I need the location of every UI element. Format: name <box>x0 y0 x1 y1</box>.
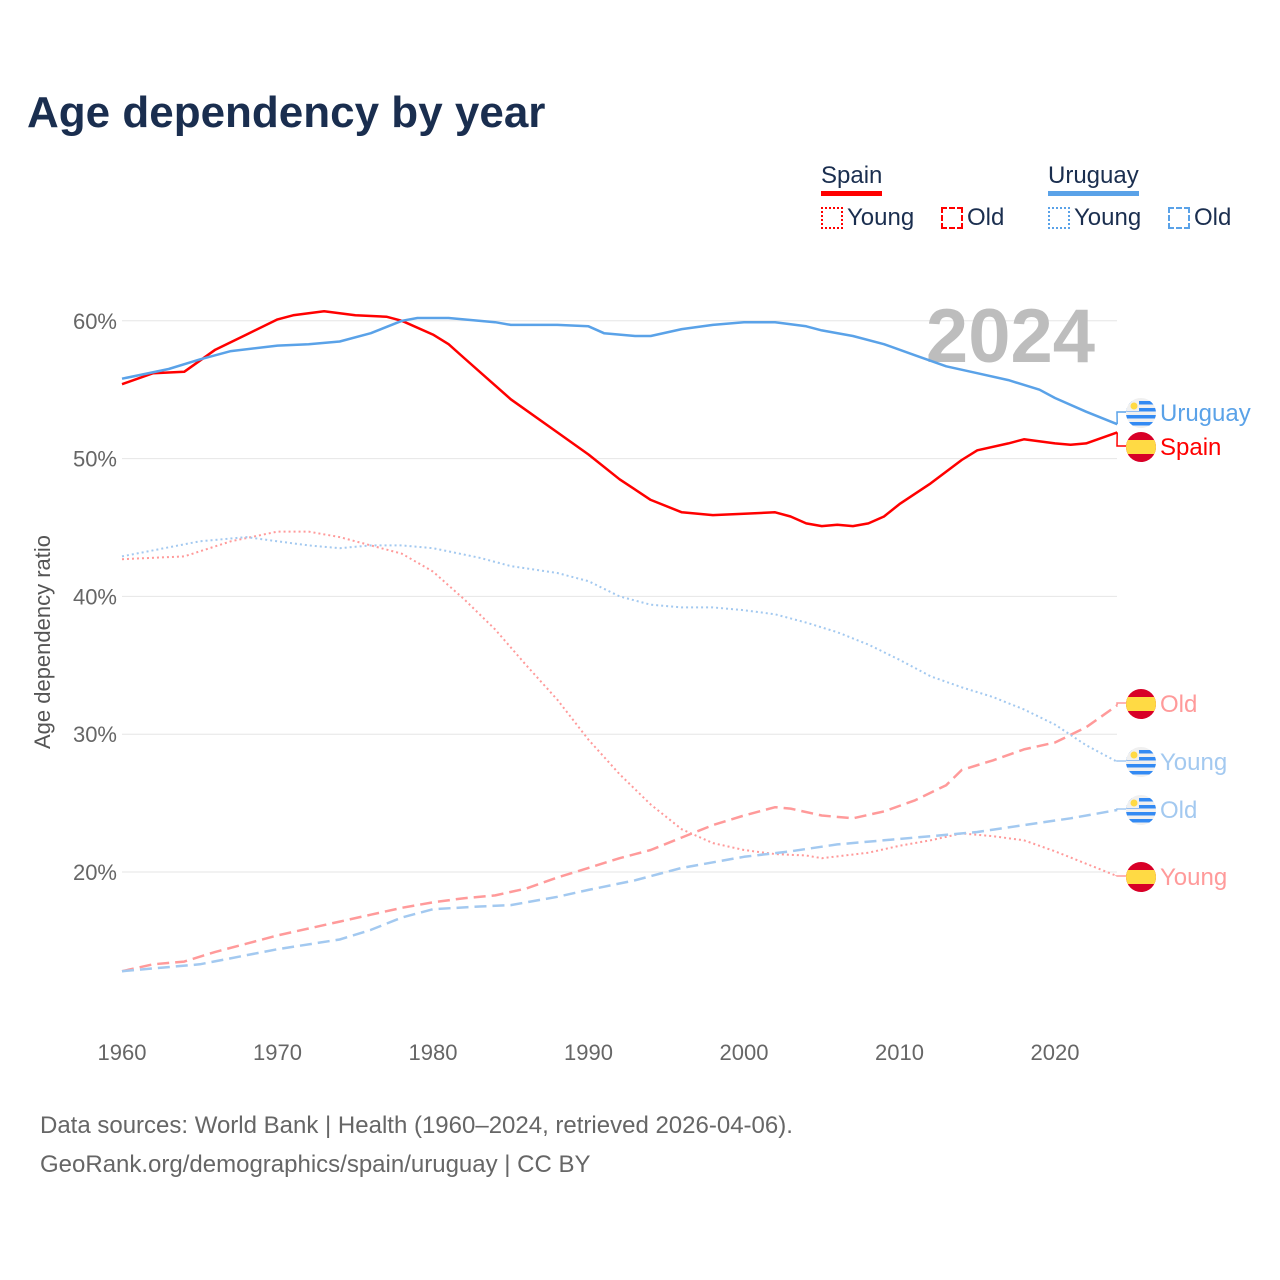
legend-uruguay-swatch <box>1048 191 1139 196</box>
spain-flag-icon <box>1126 689 1156 719</box>
label-connector <box>1116 432 1126 447</box>
label-connector <box>1116 760 1126 762</box>
footer: Data sources: World Bank | Health (1960–… <box>40 1106 793 1184</box>
x-tick-label: 1980 <box>409 1040 458 1065</box>
legend-spain-young[interactable]: Young <box>821 204 914 232</box>
uruguay-line[interactable] <box>121 316 1118 426</box>
spain-old-line[interactable] <box>121 704 1118 973</box>
y-tick-label: 60% <box>73 309 117 334</box>
x-tick-label: 1970 <box>253 1040 302 1065</box>
uruguay-flag-icon <box>1126 795 1156 825</box>
legend-uruguay-old[interactable]: Old <box>1168 204 1231 232</box>
x-tick-label: 1960 <box>98 1040 147 1065</box>
chart-title: Age dependency by year <box>27 88 546 137</box>
data-source-text: Data sources: World Bank | Health (1960–… <box>40 1112 793 1139</box>
y-tick-label: 20% <box>73 860 117 885</box>
legend-spain[interactable]: Spain <box>821 162 883 196</box>
dotted-swatch-icon <box>821 207 843 229</box>
label-connector <box>1116 411 1126 425</box>
y-tick-label: 30% <box>73 722 117 747</box>
x-tick-label: 2000 <box>720 1040 769 1065</box>
spain-line[interactable] <box>121 309 1118 528</box>
y-axis-label: Age dependency ratio <box>30 535 55 749</box>
year-watermark: 2024 <box>926 294 1095 379</box>
spain-flag-icon <box>1126 862 1156 892</box>
x-tick-label: 2020 <box>1031 1040 1080 1065</box>
spain-young-end-label: Young <box>1160 864 1227 891</box>
legend-label: Young <box>847 204 915 231</box>
spain-end-label: Spain <box>1160 434 1221 461</box>
label-connector <box>1116 808 1126 811</box>
legend-spain-swatch <box>821 191 883 196</box>
spain-old-end-label: Old <box>1160 691 1197 718</box>
uruguay-end-label: Uruguay <box>1160 400 1251 427</box>
line-chart: 20% 30% 40% 50% 60% 1960 1970 1980 1990 2000 2010 2… <box>30 294 1251 1065</box>
dashed-swatch-icon <box>941 207 963 229</box>
uruguay-flag-icon <box>1126 747 1156 777</box>
legend-spain-old[interactable]: Old <box>941 204 1004 232</box>
x-tick-label: 2010 <box>875 1040 924 1065</box>
dashed-swatch-icon <box>1168 207 1190 229</box>
spain-young-line[interactable] <box>121 530 1118 878</box>
y-tick-label: 50% <box>73 447 117 472</box>
legend-spain-label: Spain <box>821 162 883 189</box>
legend-label: Young <box>1074 204 1142 231</box>
label-connector <box>1116 702 1126 706</box>
source-link[interactable]: GeoRank.org/demographics/spain/uruguay |… <box>40 1151 591 1178</box>
legend-uruguay-label: Uruguay <box>1048 162 1139 189</box>
uruguay-old-end-label: Old <box>1160 797 1197 824</box>
spain-flag-icon <box>1126 432 1156 462</box>
x-tick-label: 1990 <box>564 1040 613 1065</box>
uruguay-young-line[interactable] <box>121 536 1118 763</box>
uruguay-flag-icon <box>1126 398 1156 428</box>
legend-label: Old <box>1194 204 1232 231</box>
uruguay-young-end-label: Young <box>1160 749 1227 776</box>
legend-uruguay-young[interactable]: Young <box>1048 204 1141 232</box>
y-tick-label: 40% <box>73 584 117 609</box>
dotted-swatch-icon <box>1048 207 1070 229</box>
legend-uruguay[interactable]: Uruguay <box>1048 162 1139 196</box>
uruguay-old-line[interactable] <box>121 808 1118 973</box>
legend-label: Old <box>967 204 1005 231</box>
